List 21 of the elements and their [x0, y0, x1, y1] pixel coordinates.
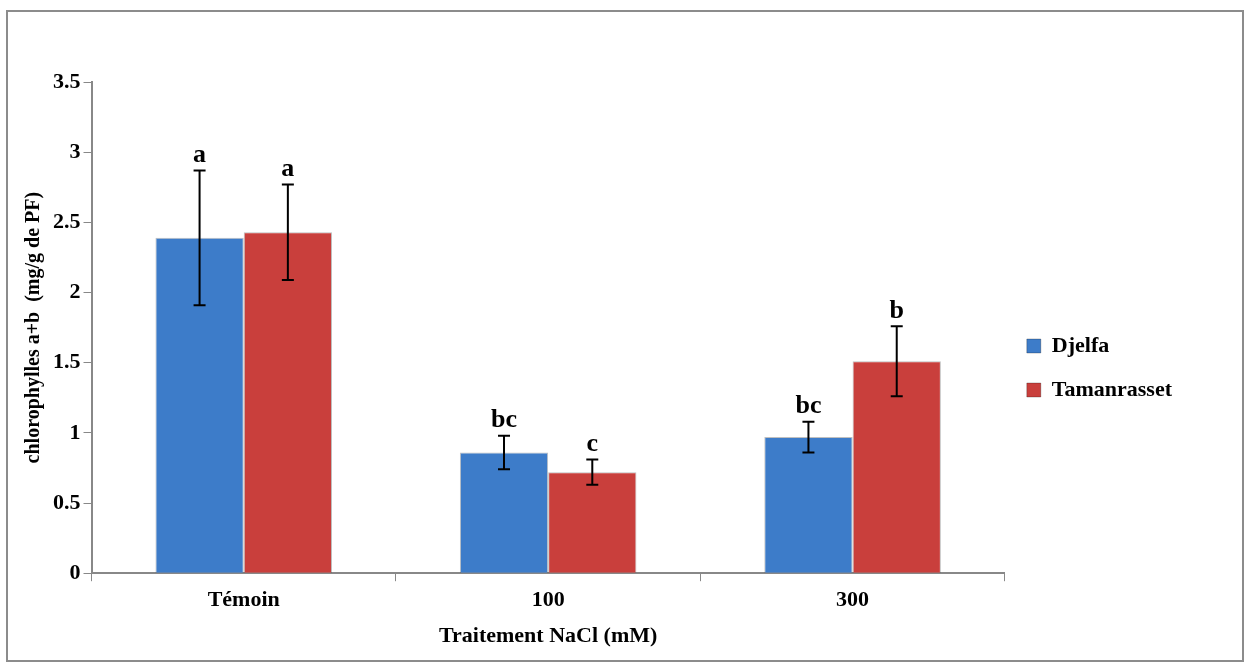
x-axis-title: Traitement NaCl (mM) — [439, 622, 658, 648]
y-tick-label: 3 — [69, 137, 81, 163]
legend-label: Djelfa — [1051, 331, 1110, 357]
y-tick-label: 0 — [69, 558, 81, 584]
annotation: bc — [795, 390, 822, 420]
annotation: a — [193, 139, 207, 169]
annotation: bc — [491, 404, 518, 434]
y-tick-label: 2 — [69, 278, 81, 304]
y-tick-label: 0.5 — [53, 488, 81, 514]
annotation: b — [889, 294, 904, 324]
annotation: a — [281, 153, 295, 183]
y-axis-title: chlorophylles a+b (mg/g de PF) — [21, 191, 45, 464]
y-tick-label: 1.5 — [53, 348, 81, 374]
x-tick-label: Témoin — [207, 586, 280, 612]
x-tick-label: 100 — [531, 586, 565, 612]
y-tick-label: 1 — [69, 418, 81, 444]
y-tick-label: 3.5 — [53, 67, 81, 93]
y-tick-label: 2.5 — [53, 208, 81, 234]
legend-label: Tamanrasset — [1051, 375, 1173, 401]
annotation: c — [586, 428, 599, 458]
x-tick-label: 300 — [836, 586, 870, 612]
